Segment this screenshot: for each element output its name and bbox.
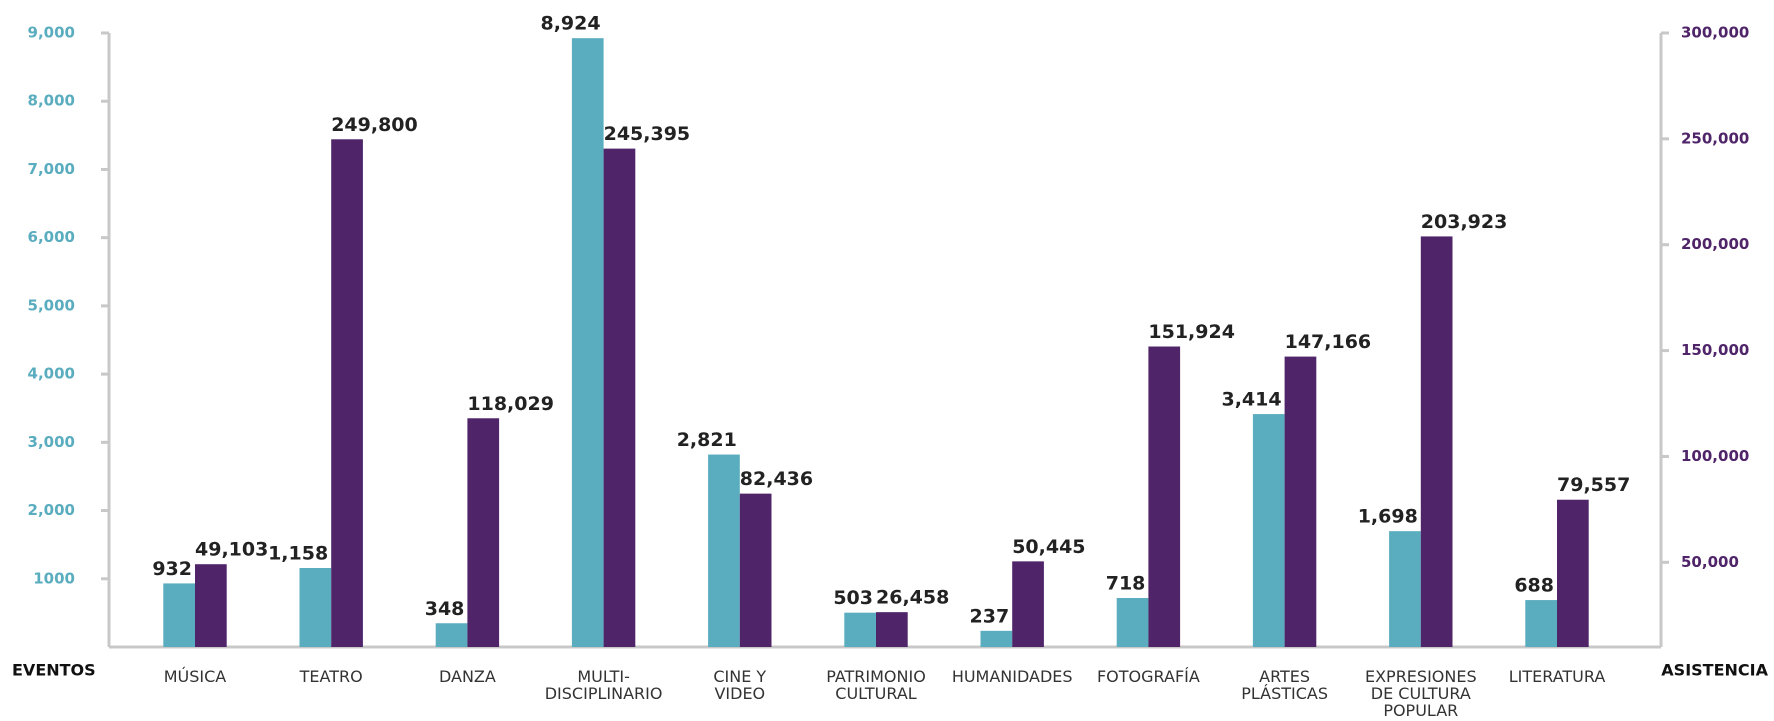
value-label: 718 — [1106, 573, 1146, 595]
value-label: 237 — [970, 605, 1010, 627]
bar — [571, 38, 604, 648]
bar — [603, 148, 636, 647]
bar — [1116, 598, 1149, 647]
y2-tick-label: 300,000 — [1681, 24, 1749, 42]
y-tick-label: 7,000 — [28, 160, 75, 178]
x-tick-label: ARTES PLÁSTICAS — [1241, 667, 1328, 703]
value-label: 932 — [152, 558, 192, 580]
y-tick-label: 8,000 — [28, 92, 75, 110]
value-label: 688 — [1514, 575, 1554, 597]
y-tick-label: 9,000 — [28, 24, 75, 42]
x-tick-label: EXPRESIONES DE CULTURA POPULAR — [1365, 667, 1477, 720]
x-tick-label-line: PLÁSTICAS — [1241, 684, 1328, 703]
x-tick-label-line: MÚSICA — [164, 667, 227, 686]
x-tick-label: MULTI-DISCIPLINARIO — [545, 667, 663, 703]
x-tick-label-line: DE CULTURA — [1371, 684, 1471, 703]
y2-tick-label: 150,000 — [1681, 341, 1749, 359]
value-label: 50,445 — [1012, 536, 1085, 558]
value-label: 503 — [833, 587, 873, 609]
value-label: 118,029 — [467, 393, 554, 415]
value-label: 2,821 — [677, 429, 737, 451]
x-tick-label-line: TEATRO — [299, 667, 363, 686]
value-label: 3,414 — [1221, 389, 1281, 411]
x-tick-label-line: MULTI- — [577, 667, 630, 686]
y-tick-label: 1000 — [33, 569, 75, 587]
x-tick-label: CINE Y VIDEO — [713, 667, 766, 703]
value-label: 82,436 — [740, 468, 813, 490]
value-label: 26,458 — [876, 587, 949, 609]
y-tick-label: 6,000 — [28, 228, 75, 246]
x-tick-label-line: EXPRESIONES — [1365, 667, 1477, 686]
x-tick-label: DANZA — [439, 667, 496, 686]
bar — [1557, 499, 1589, 647]
value-label: 147,166 — [1285, 331, 1372, 353]
x-tick-label: TEATRO — [299, 667, 363, 686]
bar — [844, 612, 876, 647]
bar — [163, 583, 195, 647]
bar — [299, 567, 332, 647]
x-tick-label-line: CINE Y — [713, 667, 766, 686]
value-label: 79,557 — [1557, 474, 1630, 496]
bar — [1389, 531, 1421, 647]
x-tick-label: PATRIMONIO CULTURAL — [826, 667, 926, 703]
bar — [331, 139, 363, 647]
value-label: 249,800 — [331, 114, 418, 136]
y-tick-label: 5,000 — [28, 296, 75, 314]
bar — [708, 454, 740, 647]
x-tick-label-line: HUMANIDADES — [952, 667, 1073, 686]
bar — [195, 564, 227, 647]
value-label: 348 — [425, 598, 465, 620]
value-label: 1,698 — [1358, 506, 1418, 528]
value-label: 8,924 — [540, 13, 600, 35]
value-label: 203,923 — [1421, 211, 1508, 233]
legend-label: EVENTOS — [12, 661, 96, 680]
value-label: 245,395 — [604, 123, 691, 145]
x-tick-label-line: VIDEO — [714, 684, 765, 703]
x-tick-label: LITERATURA — [1509, 667, 1606, 686]
bar — [1252, 414, 1285, 647]
bar — [435, 623, 468, 647]
x-tick-label-line: LITERATURA — [1509, 667, 1606, 686]
x-tick-label-line: CULTURAL — [835, 684, 916, 703]
x-tick-label-line: PATRIMONIO — [826, 667, 926, 686]
bar — [876, 612, 908, 647]
bar — [739, 493, 772, 647]
x-tick-label: FOTOGRAFÍA — [1097, 667, 1200, 686]
y2-tick-label: 250,000 — [1681, 129, 1749, 147]
bar — [1420, 236, 1453, 647]
bar — [980, 630, 1013, 647]
bar — [1012, 561, 1044, 647]
x-tick-label-line: DANZA — [439, 667, 496, 686]
y-tick-label: 2,000 — [28, 501, 75, 519]
value-label: 49,103 — [195, 539, 268, 561]
bar — [1148, 346, 1181, 647]
legend-label: ASISTENCIA — [1661, 661, 1768, 680]
y-tick-label: 3,000 — [28, 433, 75, 451]
x-tick-label-line: FOTOGRAFÍA — [1097, 667, 1200, 686]
bar — [1525, 600, 1557, 647]
y-tick-label: 4,000 — [28, 365, 75, 383]
x-tick-label-line: ARTES — [1259, 667, 1310, 686]
bar — [467, 418, 500, 647]
value-label: 151,924 — [1148, 321, 1235, 343]
y2-tick-label: 200,000 — [1681, 235, 1749, 253]
x-tick-label-line: DISCIPLINARIO — [545, 684, 663, 703]
bar — [1284, 356, 1317, 647]
y2-tick-label: 50,000 — [1681, 553, 1739, 571]
x-tick-label-line: POPULAR — [1383, 701, 1458, 720]
value-label: 1,158 — [268, 542, 328, 564]
x-tick-label: HUMANIDADES — [952, 667, 1073, 686]
y2-tick-label: 100,000 — [1681, 447, 1749, 465]
x-tick-label: MÚSICA — [164, 667, 227, 686]
